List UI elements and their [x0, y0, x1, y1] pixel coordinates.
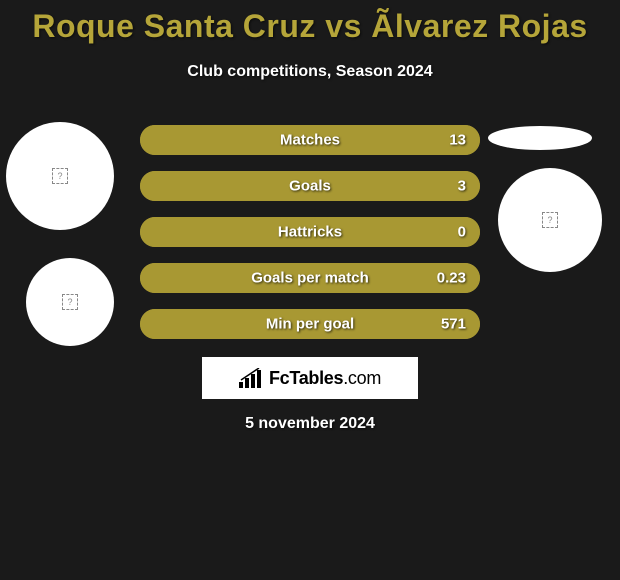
- left-avatar-2: ?: [26, 258, 114, 346]
- stat-label: Goals: [289, 178, 331, 195]
- image-placeholder-icon: ?: [52, 168, 68, 184]
- stat-label: Hattricks: [278, 224, 342, 241]
- stat-label: Goals per match: [251, 270, 369, 287]
- stat-value: 0.23: [437, 270, 466, 287]
- date-text: 5 november 2024: [0, 415, 620, 433]
- image-placeholder-icon: ?: [62, 294, 78, 310]
- stat-value: 3: [458, 178, 466, 195]
- stat-label: Matches: [280, 132, 340, 149]
- stat-row: Goals 3: [140, 171, 480, 201]
- page-title: Roque Santa Cruz vs Ãlvarez Rojas: [0, 0, 620, 45]
- right-avatar: ?: [498, 168, 602, 272]
- subtitle: Club competitions, Season 2024: [0, 63, 620, 81]
- stat-label: Min per goal: [266, 316, 354, 333]
- stat-row: Min per goal 571: [140, 309, 480, 339]
- stat-row: Matches 13: [140, 125, 480, 155]
- stat-value: 0: [458, 224, 466, 241]
- stat-value: 571: [441, 316, 466, 333]
- chart-icon: [239, 368, 263, 388]
- image-placeholder-icon: ?: [542, 212, 558, 228]
- left-avatar-1: ?: [6, 122, 114, 230]
- right-ellipse: [488, 126, 592, 150]
- branding-badge: FcTables.com: [202, 357, 418, 399]
- stat-row: Hattricks 0: [140, 217, 480, 247]
- branding-text: FcTables.com: [269, 368, 381, 389]
- stat-row: Goals per match 0.23: [140, 263, 480, 293]
- stat-value: 13: [449, 132, 466, 149]
